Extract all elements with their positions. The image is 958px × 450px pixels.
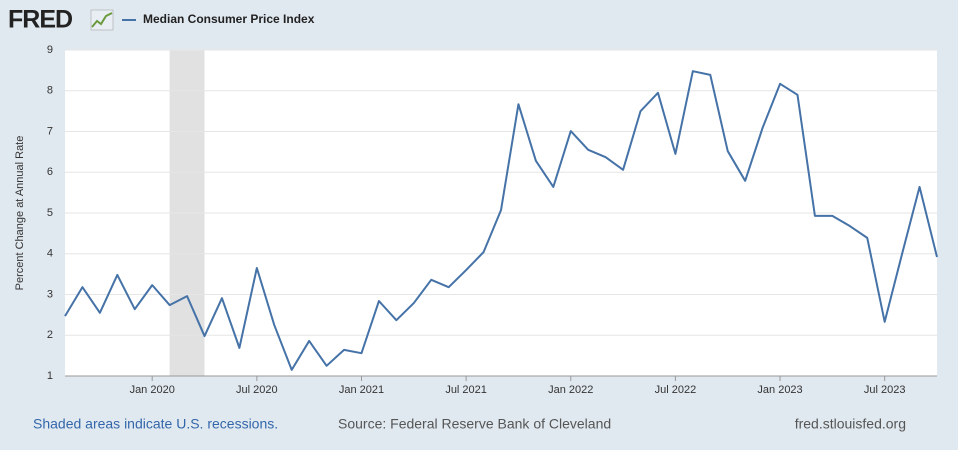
y-tick-label: 9 [47,44,53,56]
x-tick-label: Jul 2020 [236,384,278,396]
logo: FRED [8,6,72,34]
recession-note: Shaded areas indicate U.S. recessions. [33,416,278,432]
line-series [64,70,938,371]
site-note: fred.stlouisfed.org [795,416,906,432]
source-note: Source: Federal Reserve Bank of Clevelan… [338,416,611,432]
y-tick-label: 6 [47,166,53,178]
y-tick-label: 5 [47,207,53,219]
legend-label: Median Consumer Price Index [143,12,315,26]
y-tick-label: 4 [47,248,53,260]
y-tick-label: 8 [47,85,53,97]
y-tick-label: 3 [47,288,53,300]
x-tick-label: Jan 2022 [548,384,593,396]
x-tick-label: Jul 2021 [445,384,487,396]
y-tick-label: 7 [47,125,53,137]
x-tick-label: Jan 2023 [757,384,802,396]
x-tick-label: Jul 2023 [864,384,906,396]
y-axis-label: Percent Change at Annual Rate [14,136,26,291]
x-tick-label: Jan 2021 [339,384,384,396]
y-tick-label: 2 [47,329,53,341]
x-tick-label: Jan 2020 [130,384,175,396]
y-tick-label: 1 [47,370,53,382]
x-tick-label: Jul 2022 [655,384,697,396]
logo-icon [90,9,114,31]
